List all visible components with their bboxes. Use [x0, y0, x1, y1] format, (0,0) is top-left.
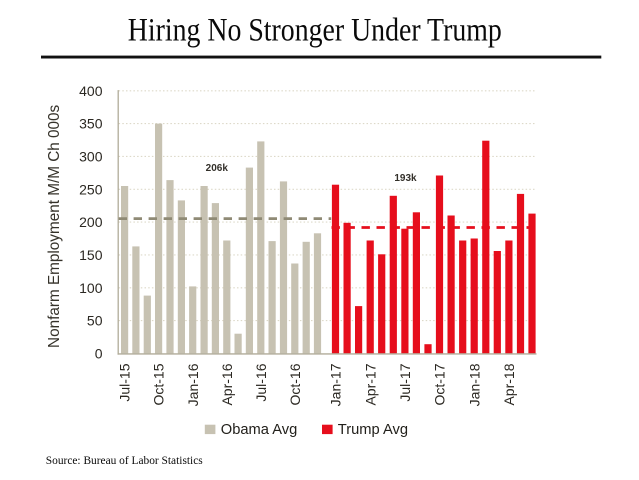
svg-text:Jan-18: Jan-18	[466, 363, 482, 406]
svg-text:350: 350	[79, 116, 103, 132]
svg-text:Trump Avg: Trump Avg	[338, 422, 408, 438]
svg-text:206k: 206k	[206, 163, 229, 174]
svg-text:Jul-15: Jul-15	[117, 363, 133, 401]
svg-text:250: 250	[79, 181, 103, 197]
svg-text:Oct-16: Oct-16	[287, 363, 303, 405]
svg-text:400: 400	[79, 83, 103, 99]
svg-text:200: 200	[79, 214, 103, 230]
svg-text:100: 100	[79, 280, 103, 296]
svg-text:Jul-17: Jul-17	[397, 363, 413, 401]
svg-text:Jan-17: Jan-17	[328, 363, 344, 406]
svg-text:Oct-17: Oct-17	[432, 363, 448, 405]
svg-text:Jan-16: Jan-16	[185, 363, 201, 406]
svg-text:Source: Bureau of Labor Statis: Source: Bureau of Labor Statistics	[46, 455, 203, 467]
svg-text:0: 0	[95, 346, 103, 362]
svg-text:150: 150	[79, 247, 103, 263]
svg-text:Apr-17: Apr-17	[362, 363, 378, 405]
svg-text:Hiring No Stronger Under Trump: Hiring No Stronger Under Trump	[128, 13, 502, 49]
svg-text:Oct-15: Oct-15	[151, 363, 167, 405]
svg-text:Nonfarm Employment M/M Ch 000s: Nonfarm Employment M/M Ch 000s	[46, 104, 63, 347]
svg-text:300: 300	[79, 149, 103, 165]
svg-text:Apr-18: Apr-18	[501, 363, 517, 405]
svg-text:50: 50	[87, 313, 103, 329]
svg-text:Jul-16: Jul-16	[253, 363, 269, 401]
svg-text:Obama Avg: Obama Avg	[221, 422, 297, 438]
svg-text:Apr-16: Apr-16	[219, 363, 235, 405]
svg-text:193k: 193k	[394, 173, 417, 184]
